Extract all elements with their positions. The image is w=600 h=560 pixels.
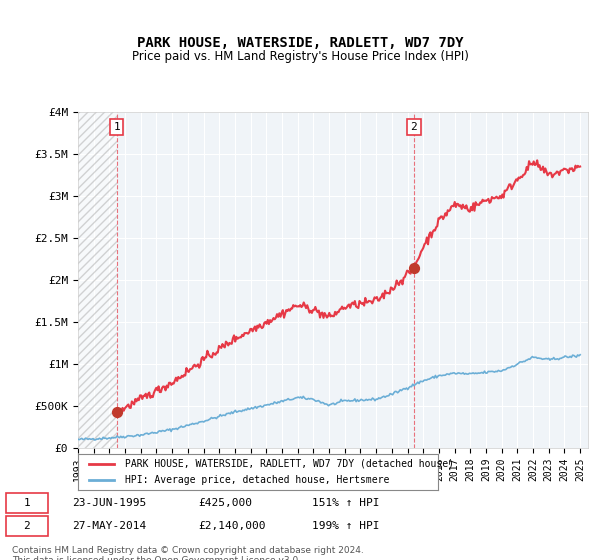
Text: £2,140,000: £2,140,000 [198, 521, 265, 531]
Text: PARK HOUSE, WATERSIDE, RADLETT, WD7 7DY: PARK HOUSE, WATERSIDE, RADLETT, WD7 7DY [137, 36, 463, 50]
Text: HPI: Average price, detached house, Hertsmere: HPI: Average price, detached house, Hert… [125, 475, 389, 485]
Text: PARK HOUSE, WATERSIDE, RADLETT, WD7 7DY (detached house): PARK HOUSE, WATERSIDE, RADLETT, WD7 7DY … [125, 459, 454, 469]
FancyBboxPatch shape [6, 516, 48, 536]
Text: 1: 1 [113, 122, 120, 132]
Text: £425,000: £425,000 [198, 498, 252, 508]
Point [409, 264, 419, 273]
Text: 199% ↑ HPI: 199% ↑ HPI [312, 521, 380, 531]
Text: 1: 1 [23, 498, 31, 508]
Text: 2: 2 [410, 122, 418, 132]
Text: 23-JUN-1995: 23-JUN-1995 [72, 498, 146, 508]
Text: 27-MAY-2014: 27-MAY-2014 [72, 521, 146, 531]
FancyBboxPatch shape [6, 493, 48, 514]
Text: 151% ↑ HPI: 151% ↑ HPI [312, 498, 380, 508]
Text: 2: 2 [23, 521, 31, 531]
Text: Contains HM Land Registry data © Crown copyright and database right 2024.
This d: Contains HM Land Registry data © Crown c… [12, 546, 364, 560]
Point [112, 408, 122, 417]
Text: Price paid vs. HM Land Registry's House Price Index (HPI): Price paid vs. HM Land Registry's House … [131, 50, 469, 63]
Bar [78, 112, 117, 448]
